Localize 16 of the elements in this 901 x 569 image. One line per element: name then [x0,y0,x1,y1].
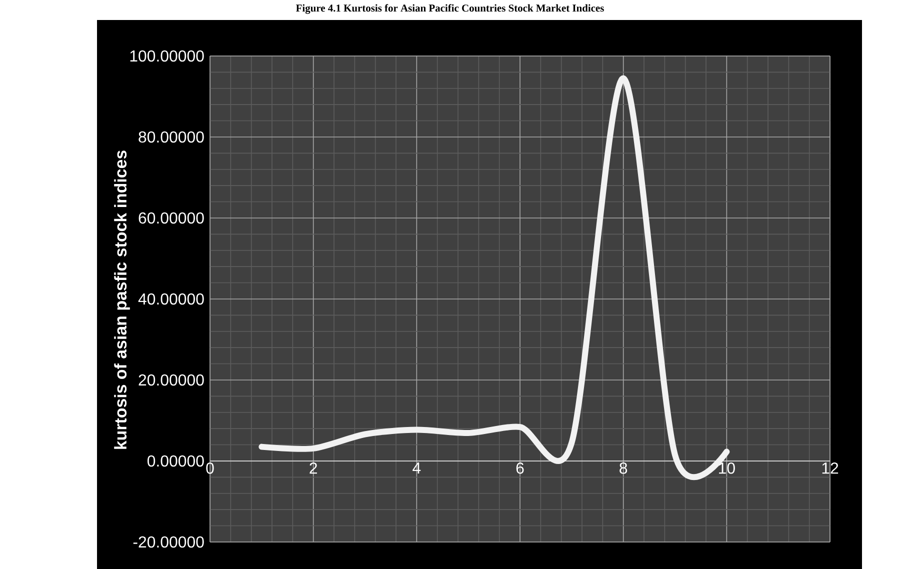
x-tick-label: 6 [516,462,524,474]
y-tick-label: -20.00000 [133,536,204,548]
y-tick-label: 0.00000 [147,455,204,467]
x-tick-label: 2 [310,462,317,474]
y-axis-title: kurtosis of asian pasfic stock indices [114,150,130,449]
y-tick-label: 80.00000 [138,131,204,143]
x-tick-label: 10 [719,462,735,474]
chart-title: Figure 4.1 Kurtosis for Asian Pacific Countries Stock Market Indices [296,4,604,14]
x-tick-label: 8 [620,462,628,474]
x-tick-label: 4 [412,462,421,474]
y-tick-label: 100.00000 [130,50,204,62]
x-tick-label: 12 [822,462,838,474]
x-tick-label: 0 [206,462,214,474]
y-tick-label: 40.00000 [138,293,204,305]
y-tick-label: 60.00000 [138,212,204,224]
y-tick-label: 20.00000 [138,374,204,386]
